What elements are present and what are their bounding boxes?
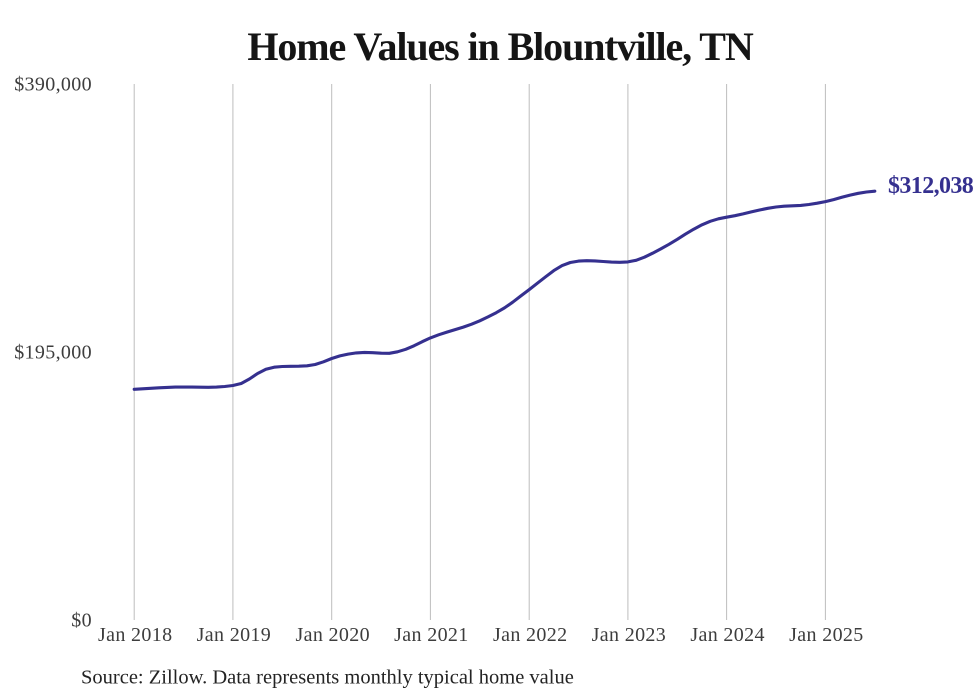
svg-text:$0: $0	[71, 609, 92, 631]
svg-text:Jan 2025: Jan 2025	[789, 624, 863, 646]
svg-text:Home Values in Blountville, TN: Home Values in Blountville, TN	[247, 24, 753, 69]
svg-text:Jan 2023: Jan 2023	[592, 624, 666, 646]
svg-text:Jan 2018: Jan 2018	[98, 624, 172, 646]
svg-text:$312,038: $312,038	[888, 173, 974, 199]
svg-text:Jan 2020: Jan 2020	[295, 624, 369, 646]
svg-text:$390,000: $390,000	[14, 73, 92, 95]
svg-text:Jan 2021: Jan 2021	[394, 624, 468, 646]
svg-text:Jan 2019: Jan 2019	[197, 624, 271, 646]
svg-text:Source: Zillow. Data represent: Source: Zillow. Data represents monthly …	[81, 666, 574, 688]
svg-text:Jan 2024: Jan 2024	[690, 624, 764, 646]
svg-text:$195,000: $195,000	[14, 341, 92, 363]
svg-text:Jan 2022: Jan 2022	[493, 624, 567, 646]
